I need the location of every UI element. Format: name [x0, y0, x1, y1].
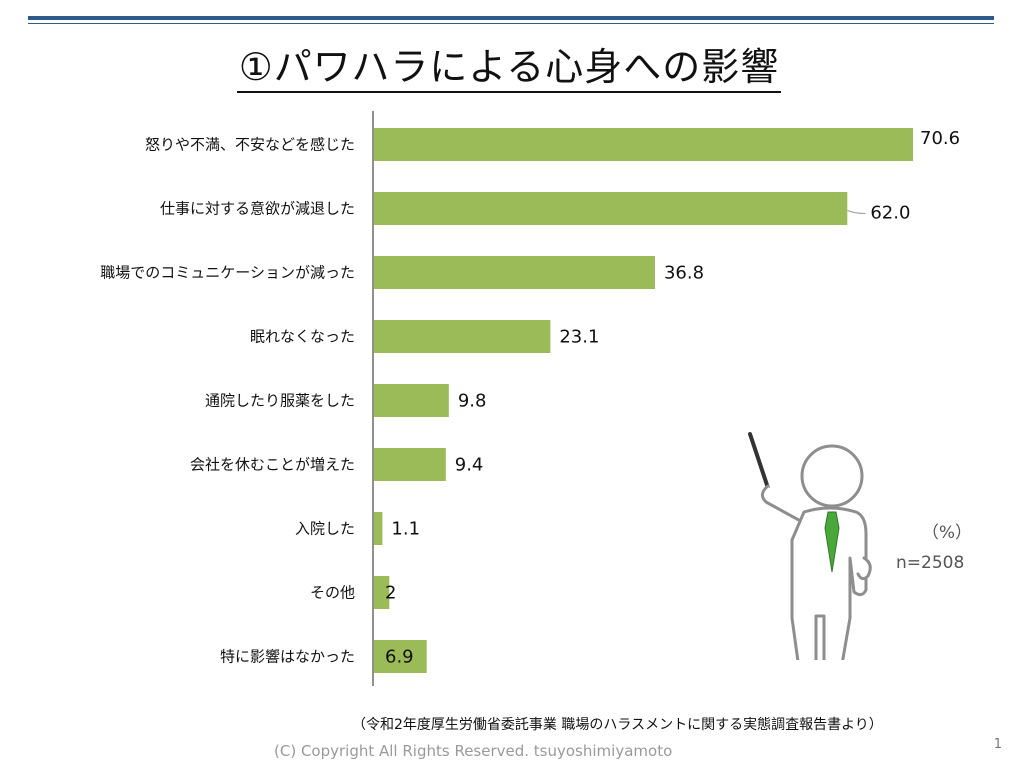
- bar: [374, 256, 655, 289]
- value-label: 9.4: [455, 455, 484, 476]
- bar: [374, 320, 551, 353]
- category-label: 特に影響はなかった: [220, 648, 355, 666]
- bar: [374, 512, 383, 545]
- unit-label: （%）: [921, 523, 972, 543]
- category-label: 職場でのコミュニケーションが減った: [100, 264, 355, 282]
- header-rule-thick: [28, 16, 994, 20]
- value-label: 6.9: [385, 647, 414, 668]
- bar: [374, 448, 446, 481]
- value-label: 70.6: [920, 128, 960, 149]
- bar: [374, 128, 913, 161]
- category-label: 仕事に対する意欲が減退した: [160, 200, 355, 218]
- page-number: 1: [993, 737, 1002, 752]
- category-label: 怒りや不満、不安などを感じた: [145, 136, 355, 154]
- bar: [374, 384, 449, 417]
- copyright-text: (C) Copyright All Rights Reserved. tsuyo…: [274, 742, 673, 760]
- presenter-figure-illustration: [738, 428, 888, 678]
- value-label: 23.1: [559, 327, 599, 348]
- sample-size-label: n=2508: [896, 553, 965, 573]
- slide-title: ①パワハラによる心身への影響: [236, 45, 782, 93]
- category-label: 入院した: [295, 520, 355, 538]
- value-label: 2: [385, 583, 396, 604]
- header-rule-thin: [28, 23, 994, 24]
- source-note: （令和2年度厚生労働省委託事業 職場のハラスメントに関する実態調査報告書より）: [352, 717, 883, 733]
- category-label: その他: [310, 584, 355, 602]
- value-label: 62.0: [870, 203, 910, 224]
- bar: [374, 640, 427, 673]
- category-label: 眠れなくなった: [250, 328, 355, 346]
- value-label: 1.1: [391, 519, 420, 540]
- value-leader-line: [847, 210, 866, 214]
- value-label: 36.8: [664, 263, 704, 284]
- bar: [374, 576, 390, 609]
- category-label: 会社を休むことが増えた: [190, 456, 355, 474]
- value-label: 9.8: [458, 391, 487, 412]
- slide-title-wrap: ①パワハラによる心身への影響: [0, 36, 1018, 93]
- category-label: 通院したり服薬をした: [205, 392, 355, 410]
- bar-group: 怒りや不満、不安などを感じた 70.6 仕事に対する意欲が減退した 62.0 職場でのコ…: [100, 128, 960, 673]
- bar: [374, 192, 848, 225]
